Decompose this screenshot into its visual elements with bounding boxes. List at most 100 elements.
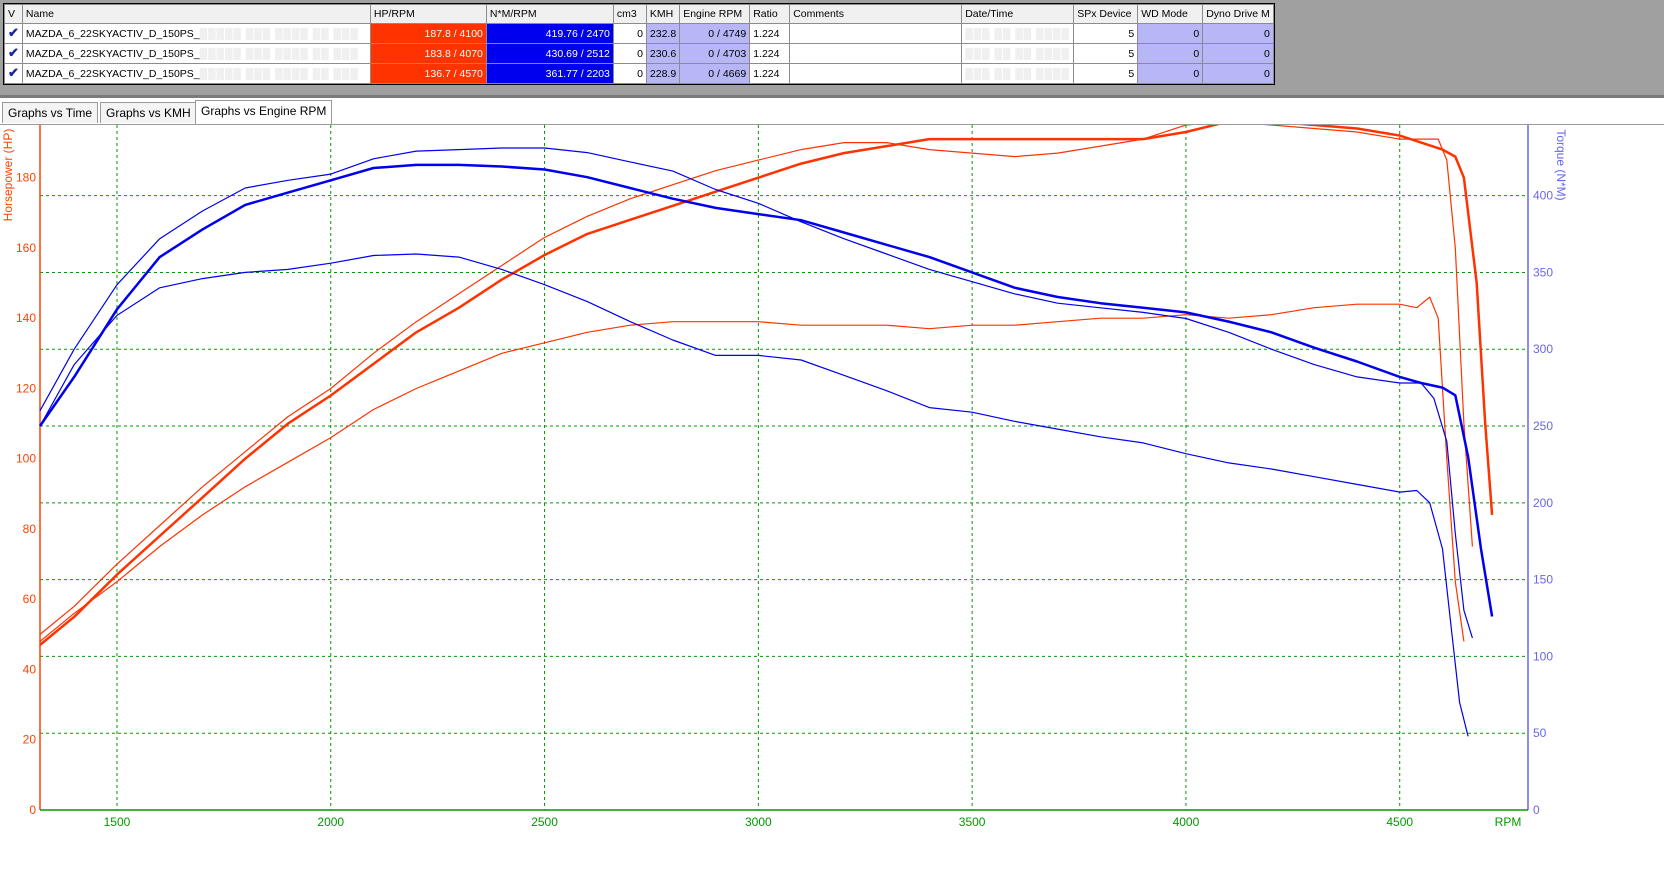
tab-graphs-vs-time[interactable]: Graphs vs Time [2, 102, 99, 123]
torque-series-line-3 [38, 163, 1494, 617]
comments-cell[interactable] [789, 23, 963, 44]
hp-cell: 183.8 / 4070 [369, 43, 487, 64]
col-header-v[interactable]: V [4, 4, 23, 24]
col-header-kmh[interactable]: KMH [645, 4, 681, 24]
y-right-tick-label: 50 [1533, 726, 1547, 740]
run-name: MAZDA_6_22SKYACTIV_D_150PS_ [25, 47, 200, 60]
ratio-cell: 1.224 [749, 43, 791, 64]
col-header-comments[interactable]: Comments [789, 4, 963, 24]
y-left-tick-label: 20 [23, 733, 37, 747]
hp-series-line-2 [39, 296, 1465, 642]
blurred-text: ▒▒▒ ▒▒ ▒▒ ▒▒▒▒ [965, 67, 1070, 80]
spx-cell: 5 [1073, 23, 1139, 44]
engine-rpm-cell: 0 / 4749 [679, 23, 751, 44]
col-header-hp[interactable]: HP/RPM [369, 4, 487, 24]
run-name: MAZDA_6_22SKYACTIV_D_150PS_ [25, 67, 200, 80]
col-header-datetime[interactable]: Date/Time [961, 4, 1075, 24]
table-row[interactable]: ✔ MAZDA_6_22SKYACTIV_D_150PS_▒▒▒▒▒ ▒▒▒ ▒… [4, 43, 1274, 64]
col-header-wd-mode[interactable]: WD Mode [1137, 4, 1204, 24]
table-header-row: V Name HP/RPM N*M/RPM cm3 KMH Engine RPM… [4, 4, 1274, 24]
y-axis-left-label: Horsepower (HP) [1, 129, 15, 222]
datetime-cell: ▒▒▒ ▒▒ ▒▒ ▒▒▒▒ [961, 23, 1075, 44]
y-left-tick-label: 80 [23, 522, 37, 536]
y-left-tick-label: 140 [16, 311, 36, 325]
axes: 0 20 40 60 80 100 120 140 160 180 0 50 100 150 200 250 3… [16, 125, 1553, 829]
cm3-cell: 0 [612, 63, 647, 84]
datetime-cell: ▒▒▒ ▒▒ ▒▒ ▒▒▒▒ [961, 63, 1075, 84]
run-name-cell: MAZDA_6_22SKYACTIV_D_150PS_▒▒▒▒▒ ▒▒▒ ▒▒▒… [21, 63, 371, 84]
col-header-ratio[interactable]: Ratio [749, 4, 791, 24]
cm3-cell: 0 [612, 43, 647, 64]
x-tick-label: 4500 [1386, 815, 1413, 829]
y-right-tick-label: 400 [1533, 189, 1553, 203]
tab-graphs-vs-kmh[interactable]: Graphs vs KMH [100, 102, 197, 123]
col-header-cm3[interactable]: cm3 [612, 4, 647, 24]
y-right-tick-label: 100 [1533, 649, 1553, 663]
spx-cell: 5 [1073, 63, 1139, 84]
wd-mode-cell: 0 [1137, 23, 1204, 44]
cm3-cell: 0 [612, 23, 647, 44]
kmh-cell: 230.6 [645, 43, 681, 64]
comments-cell[interactable] [789, 63, 963, 84]
y-right-tick-label: 250 [1533, 419, 1553, 433]
x-tick-label: 3500 [959, 815, 986, 829]
run-name-cell: MAZDA_6_22SKYACTIV_D_150PS_▒▒▒▒▒ ▒▒▒ ▒▒▒… [21, 23, 371, 44]
engine-rpm-cell: 0 / 4703 [679, 43, 751, 64]
row-checkbox[interactable]: ✔ [4, 43, 23, 64]
blurred-text: ▒▒▒ ▒▒ ▒▒ ▒▒▒▒ [965, 47, 1070, 60]
wd-mode-cell: 0 [1137, 63, 1204, 84]
dyno-drive-cell: 0 [1202, 23, 1274, 44]
dyno-chart: 0 20 40 60 80 100 120 140 160 180 0 50 100 150 200 250 3… [1, 125, 1568, 829]
table-row[interactable]: ✔ MAZDA_6_22SKYACTIV_D_150PS_▒▒▒▒▒ ▒▒▒ ▒… [4, 23, 1274, 44]
col-header-engine-rpm[interactable]: Engine RPM [679, 4, 751, 24]
blurred-text: ▒▒▒▒▒ ▒▒▒ ▒▒▒▒ ▒▒ ▒▒▒ [199, 27, 359, 40]
datetime-cell: ▒▒▒ ▒▒ ▒▒ ▒▒▒▒ [961, 43, 1075, 64]
table-row[interactable]: ✔ MAZDA_6_22SKYACTIV_D_150PS_▒▒▒▒▒ ▒▒▒ ▒… [4, 63, 1274, 84]
torque-cell: 419.76 / 2470 [485, 23, 614, 44]
torque-series-line-4 [39, 147, 1473, 639]
y-right-tick-label: 150 [1533, 573, 1553, 587]
ratio-cell: 1.224 [749, 23, 791, 44]
splitter[interactable] [0, 95, 1664, 98]
y-right-tick-label: 300 [1533, 342, 1553, 356]
row-checkbox[interactable]: ✔ [4, 23, 23, 44]
y-right-tick-label: 200 [1533, 496, 1553, 510]
torque-cell: 430.69 / 2512 [485, 43, 614, 64]
col-header-spx[interactable]: SPx Device [1073, 4, 1139, 24]
y-right-tick-label: 350 [1533, 265, 1553, 279]
tab-graphs-vs-engine-rpm[interactable]: Graphs vs Engine RPM [195, 100, 333, 124]
y-left-tick-label: 100 [16, 452, 36, 466]
run-name: MAZDA_6_22SKYACTIV_D_150PS_ [25, 27, 200, 40]
graph-tabs: Graphs vs Time Graphs vs KMH Graphs vs E… [0, 98, 1664, 125]
dyno-drive-cell: 0 [1202, 43, 1274, 64]
y-left-tick-label: 60 [23, 592, 37, 606]
blurred-text: ▒▒▒ ▒▒ ▒▒ ▒▒▒▒ [965, 27, 1070, 40]
x-axis-label: RPM [1495, 815, 1522, 829]
runs-table: V Name HP/RPM N*M/RPM cm3 KMH Engine RPM… [4, 4, 1274, 84]
x-tick-label: 3000 [745, 815, 772, 829]
x-tick-label: 2500 [531, 815, 558, 829]
col-header-name[interactable]: Name [21, 4, 371, 24]
y-axis-right-label: Torque (N*M) [1554, 129, 1568, 200]
col-header-torque[interactable]: N*M/RPM [485, 4, 614, 24]
y-right-tick-label: 0 [1533, 803, 1540, 817]
run-table: V Name HP/RPM N*M/RPM cm3 KMH Engine RPM… [3, 3, 1275, 85]
blurred-text: ▒▒▒▒▒ ▒▒▒ ▒▒▒▒ ▒▒ ▒▒▒ [199, 67, 359, 80]
torque-series-line-5 [39, 253, 1469, 737]
row-checkbox[interactable]: ✔ [4, 63, 23, 84]
comments-cell[interactable] [789, 43, 963, 64]
kmh-cell: 228.9 [645, 63, 681, 84]
checkmark-icon[interactable]: ✔ [8, 65, 19, 80]
y-left-tick-label: 160 [16, 241, 36, 255]
torque-cell: 361.77 / 2203 [485, 63, 614, 84]
checkmark-icon[interactable]: ✔ [8, 25, 19, 40]
kmh-cell: 232.8 [645, 23, 681, 44]
col-header-dyno-drive[interactable]: Dyno Drive M [1202, 4, 1274, 24]
y-left-tick-label: 120 [16, 381, 36, 395]
dyno-drive-cell: 0 [1202, 63, 1274, 84]
x-tick-label: 1500 [104, 815, 131, 829]
wd-mode-cell: 0 [1137, 43, 1204, 64]
spx-cell: 5 [1073, 43, 1139, 64]
checkmark-icon[interactable]: ✔ [8, 45, 19, 60]
y-left-tick-label: 180 [16, 171, 36, 185]
